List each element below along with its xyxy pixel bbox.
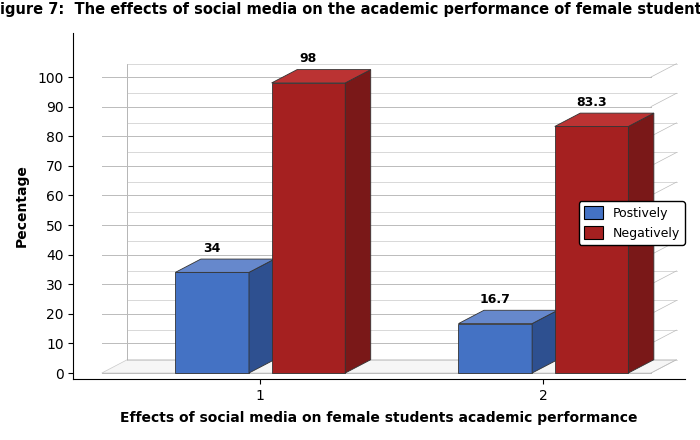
Text: 34: 34 [204,242,221,255]
Polygon shape [458,323,532,373]
Text: Figure 7:  The effects of social media on the academic performance of female stu: Figure 7: The effects of social media on… [0,2,700,17]
Legend: Postively, Negatively: Postively, Negatively [579,202,685,245]
Polygon shape [458,310,558,323]
Polygon shape [555,126,629,373]
Polygon shape [176,259,274,272]
Y-axis label: Pecentage: Pecentage [15,164,29,247]
X-axis label: Effects of social media on female students academic performance: Effects of social media on female studen… [120,411,638,425]
Polygon shape [249,259,274,373]
Polygon shape [345,70,371,373]
Polygon shape [629,113,654,373]
Text: 83.3: 83.3 [576,95,607,109]
Polygon shape [555,113,654,126]
Text: 98: 98 [300,52,317,65]
Polygon shape [272,83,345,373]
Polygon shape [176,272,249,373]
Polygon shape [272,70,371,83]
Polygon shape [532,310,558,373]
Text: 16.7: 16.7 [480,293,511,306]
Polygon shape [102,360,676,373]
